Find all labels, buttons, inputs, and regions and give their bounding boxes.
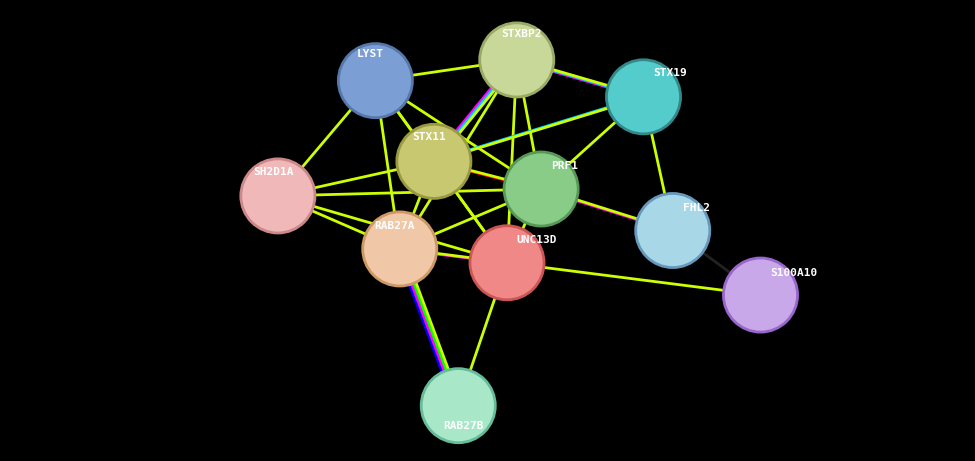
Ellipse shape (480, 23, 554, 97)
Ellipse shape (363, 212, 437, 286)
Text: UNC13D: UNC13D (517, 235, 558, 245)
Ellipse shape (606, 60, 681, 134)
Text: LYST: LYST (357, 48, 384, 59)
Text: RAB27B: RAB27B (443, 421, 484, 431)
Text: SH2D1A: SH2D1A (253, 167, 293, 177)
Text: FHL2: FHL2 (682, 203, 710, 213)
Text: RAB27A: RAB27A (374, 220, 415, 230)
Ellipse shape (397, 124, 471, 198)
Ellipse shape (504, 152, 578, 226)
Text: PRF1: PRF1 (551, 161, 578, 171)
Ellipse shape (470, 226, 544, 300)
Text: STX11: STX11 (412, 132, 446, 142)
Text: S100A10: S100A10 (770, 267, 817, 278)
Text: STXBP2: STXBP2 (501, 29, 542, 39)
Ellipse shape (421, 369, 495, 443)
Ellipse shape (241, 159, 315, 233)
Ellipse shape (636, 194, 710, 267)
Ellipse shape (723, 258, 798, 332)
Text: STX19: STX19 (653, 68, 687, 78)
Ellipse shape (338, 44, 412, 118)
